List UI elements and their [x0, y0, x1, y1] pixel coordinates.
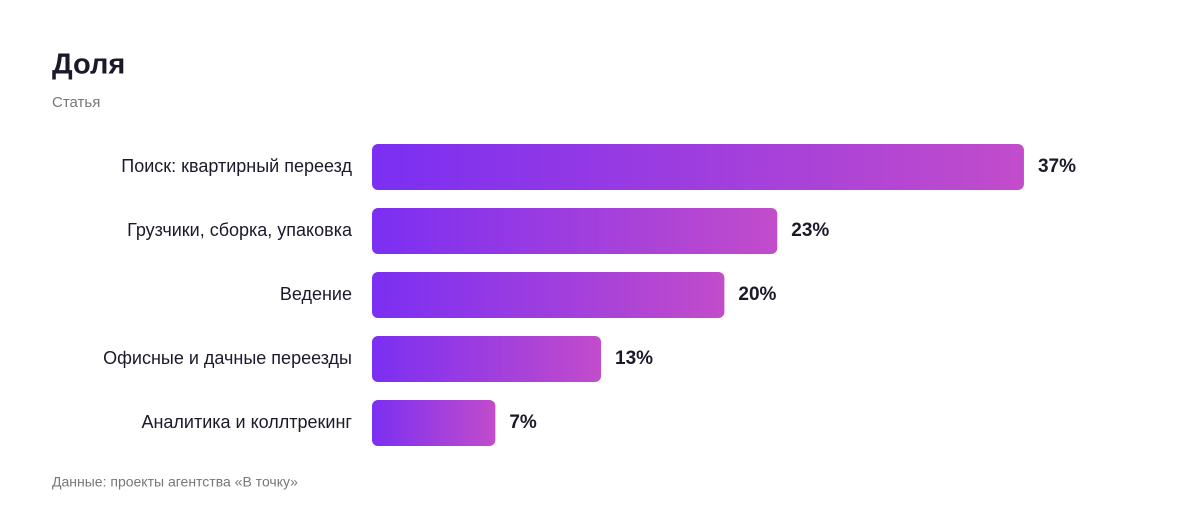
chart-subtitle: Статья	[52, 94, 100, 111]
value-label: 23%	[791, 220, 829, 241]
category-label: Поиск: квартирный переезд	[121, 156, 352, 176]
value-label: 7%	[509, 412, 537, 433]
value-label: 20%	[738, 284, 776, 305]
bar	[372, 144, 1024, 190]
value-label: 37%	[1038, 156, 1076, 177]
chart-title: Доля	[52, 49, 125, 81]
value-label: 13%	[615, 348, 653, 369]
bar	[372, 336, 602, 382]
category-label: Ведение	[280, 284, 352, 304]
bar	[372, 400, 496, 446]
bar	[372, 208, 778, 254]
bar	[372, 272, 725, 318]
category-label: Офисные и дачные переезды	[103, 348, 352, 368]
source-note: Данные: проекты агентства «В точку»	[52, 474, 298, 490]
category-label: Грузчики, сборка, упаковка	[127, 220, 353, 240]
category-label: Аналитика и коллтрекинг	[141, 412, 352, 432]
